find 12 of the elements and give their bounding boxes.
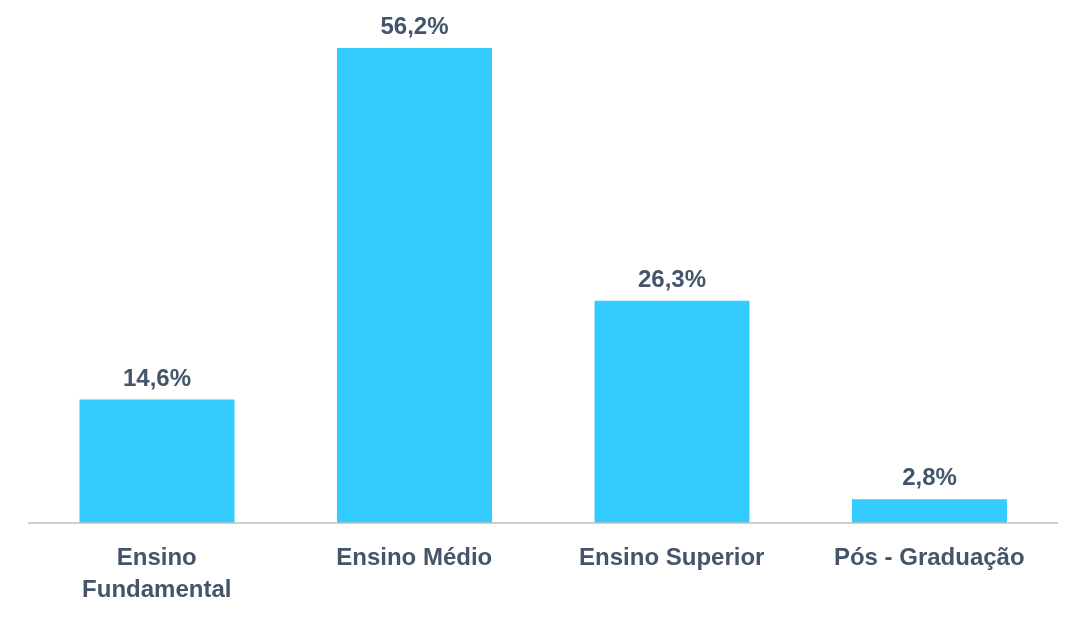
data-label: 2,8% <box>902 463 957 491</box>
data-label: 14,6% <box>122 363 192 391</box>
x-tick-label: Ensino Médio <box>336 543 493 570</box>
x-tick-label: Ensino Fundamental <box>82 543 232 602</box>
bar <box>337 48 492 523</box>
bar <box>852 499 1007 523</box>
bar <box>79 399 235 523</box>
x-tick-label: Pós - Graduação <box>833 543 1025 570</box>
data-label: 56,2% <box>380 12 449 39</box>
bar <box>594 300 750 523</box>
x-tick-label: Ensino Superior <box>579 543 765 570</box>
data-label: 26,3% <box>637 264 707 292</box>
